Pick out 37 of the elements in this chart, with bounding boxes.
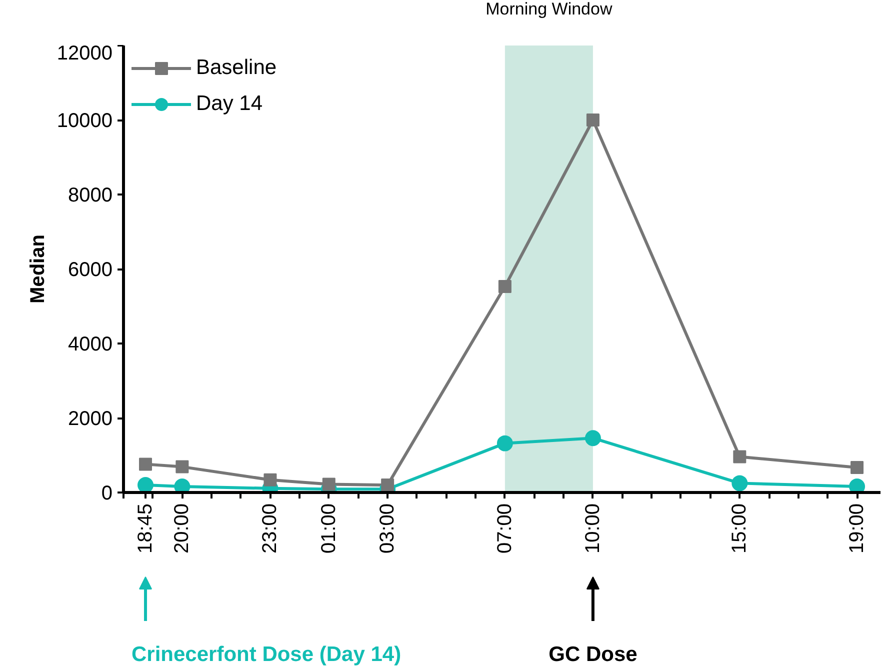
band-label: Morning Window bbox=[486, 0, 613, 18]
point bbox=[850, 461, 864, 474]
point bbox=[322, 478, 336, 491]
y-tick-label: 10000 bbox=[56, 110, 113, 132]
x-tick-label: 20:00 bbox=[171, 503, 194, 554]
y-tick-label: 12000 bbox=[56, 42, 113, 64]
x-tick-label: 23:00 bbox=[259, 503, 282, 554]
y-tick-label: 0 bbox=[101, 482, 112, 504]
point bbox=[496, 435, 513, 452]
point bbox=[264, 473, 277, 486]
point bbox=[139, 458, 152, 471]
point bbox=[732, 475, 748, 492]
x-tick-label: 15:00 bbox=[728, 503, 751, 554]
point bbox=[733, 450, 746, 464]
legend-label: Day 14 bbox=[196, 92, 263, 116]
x-tick-label: 18:45 bbox=[134, 503, 157, 554]
x-tick-label: 19:00 bbox=[846, 503, 868, 554]
text: Crinecerfont Dose (Day 14) bbox=[132, 643, 402, 666]
y-tick-label: 6000 bbox=[68, 259, 113, 281]
point bbox=[174, 478, 190, 492]
x-tick-label: 03:00 bbox=[376, 503, 399, 554]
point bbox=[849, 478, 866, 492]
point bbox=[586, 114, 600, 126]
point bbox=[498, 280, 512, 294]
x-tick-label: 10:00 bbox=[582, 503, 604, 554]
x-tick-label: 07:00 bbox=[494, 503, 516, 554]
y-tick-label: 2000 bbox=[68, 408, 113, 430]
point bbox=[584, 430, 601, 446]
y-axis-title: Median bbox=[26, 234, 49, 304]
y-tick-label: 4000 bbox=[68, 334, 113, 356]
text: GC Dose bbox=[548, 643, 638, 666]
point bbox=[381, 478, 394, 492]
x-tick-label: 01:00 bbox=[318, 503, 340, 554]
legend-label: Baseline bbox=[196, 56, 277, 80]
point bbox=[176, 460, 189, 474]
point bbox=[138, 477, 154, 492]
y-tick-label: 8000 bbox=[68, 184, 113, 206]
